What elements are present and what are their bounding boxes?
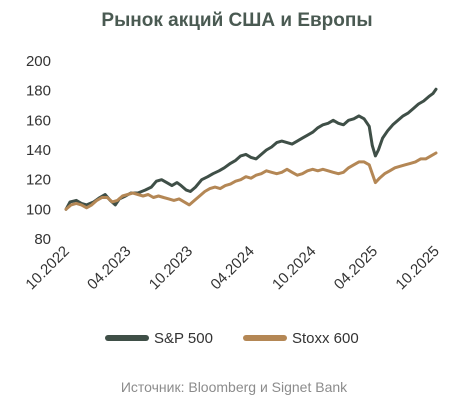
x-tick-label: 10.2023 xyxy=(146,243,196,293)
x-tick-label: 04.2023 xyxy=(84,243,134,293)
y-tick-label: 160 xyxy=(26,112,51,129)
y-tick-label: 120 xyxy=(26,172,51,189)
x-axis-ticks: 10.2022 04.2023 10.2023 04.2024 10.2024 04.20… xyxy=(22,243,442,293)
y-tick-label: 180 xyxy=(26,83,51,100)
legend: S&P 500 Stoxx 600 xyxy=(105,330,359,347)
legend-label-1: Stoxx 600 xyxy=(292,330,359,347)
legend-label-0: S&P 500 xyxy=(154,330,213,347)
y-axis-ticks: 80 100 120 140 160 180 200 xyxy=(26,53,51,248)
series-layer xyxy=(64,87,438,211)
y-tick-label: 100 xyxy=(26,201,51,218)
y-tick-label: 80 xyxy=(34,231,51,248)
series-line-1 xyxy=(64,151,438,211)
x-tick-label: 10.2022 xyxy=(22,243,72,293)
x-tick-label: 10.2025 xyxy=(392,243,442,293)
chart-title: Рынок акций США и Европы xyxy=(101,10,372,31)
x-tick-label: 04.2024 xyxy=(207,243,257,293)
source-note: Источник: Bloomberg и Signet Bank xyxy=(121,379,348,395)
series-line-0 xyxy=(64,87,438,211)
x-tick-label: 10.2024 xyxy=(269,243,319,293)
x-tick-label: 04.2025 xyxy=(331,243,381,293)
y-tick-label: 200 xyxy=(26,53,51,70)
y-tick-label: 140 xyxy=(26,142,51,159)
